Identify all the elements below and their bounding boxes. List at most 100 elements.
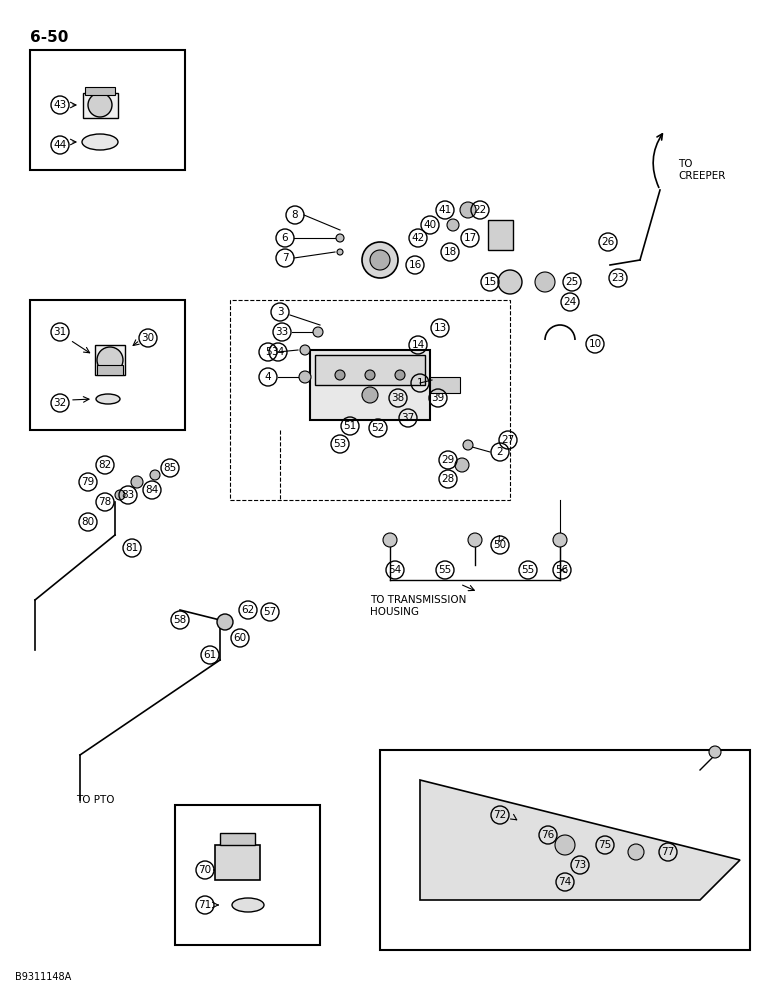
Bar (175, 805, 320, 945)
Circle shape (300, 345, 310, 355)
Text: 50: 50 (493, 540, 506, 550)
Bar (230, 300, 510, 500)
Circle shape (313, 327, 323, 337)
Text: 75: 75 (598, 840, 611, 850)
Text: 82: 82 (98, 460, 112, 470)
Text: 84: 84 (145, 485, 158, 495)
Text: 17: 17 (463, 233, 476, 243)
Circle shape (131, 476, 143, 488)
Text: 55: 55 (438, 565, 452, 575)
Text: 71: 71 (198, 900, 212, 910)
Text: 80: 80 (81, 517, 94, 527)
Text: 54: 54 (388, 565, 401, 575)
Circle shape (337, 249, 343, 255)
Text: 38: 38 (391, 393, 405, 403)
Text: 6-50: 6-50 (30, 30, 69, 45)
Text: 53: 53 (334, 439, 347, 449)
Bar (430, 377, 460, 393)
Text: 40: 40 (423, 220, 436, 230)
Text: 3: 3 (276, 307, 283, 317)
Bar (85, 87, 115, 95)
Text: 85: 85 (164, 463, 177, 473)
Circle shape (115, 490, 125, 500)
Circle shape (370, 250, 390, 270)
Text: 28: 28 (442, 474, 455, 484)
Circle shape (628, 844, 644, 860)
Text: 44: 44 (53, 140, 66, 150)
Bar (220, 833, 255, 845)
Circle shape (383, 533, 397, 547)
Ellipse shape (82, 134, 118, 150)
Text: 34: 34 (272, 347, 285, 357)
Text: 2: 2 (496, 447, 503, 457)
Text: 72: 72 (493, 810, 506, 820)
Text: TO PTO: TO PTO (76, 795, 114, 805)
Text: 24: 24 (564, 297, 577, 307)
Text: 22: 22 (473, 205, 486, 215)
Circle shape (395, 370, 405, 380)
Circle shape (555, 835, 575, 855)
Text: 51: 51 (344, 421, 357, 431)
Text: 6: 6 (282, 233, 288, 243)
Text: 81: 81 (125, 543, 139, 553)
Text: 74: 74 (558, 877, 571, 887)
Circle shape (468, 533, 482, 547)
Text: 10: 10 (588, 339, 601, 349)
Text: 56: 56 (555, 565, 569, 575)
Circle shape (455, 458, 469, 472)
Text: 18: 18 (443, 247, 456, 257)
Text: 77: 77 (662, 847, 675, 857)
Ellipse shape (96, 394, 120, 404)
Text: 58: 58 (174, 615, 187, 625)
Text: 5: 5 (265, 347, 271, 357)
Circle shape (362, 242, 398, 278)
Text: 27: 27 (501, 435, 515, 445)
Text: 31: 31 (53, 327, 66, 337)
Circle shape (97, 347, 123, 373)
Text: 70: 70 (198, 865, 212, 875)
Text: 25: 25 (565, 277, 579, 287)
Circle shape (335, 370, 345, 380)
Text: B9311148A: B9311148A (15, 972, 71, 982)
Text: 13: 13 (433, 323, 447, 333)
Circle shape (447, 219, 459, 231)
Circle shape (498, 270, 522, 294)
Text: 57: 57 (263, 607, 276, 617)
Text: 52: 52 (371, 423, 384, 433)
Bar (83, 93, 117, 117)
Text: 4: 4 (265, 372, 271, 382)
Bar (30, 300, 185, 430)
Text: 78: 78 (98, 497, 112, 507)
Circle shape (709, 746, 721, 758)
Text: 73: 73 (574, 860, 587, 870)
Text: 29: 29 (442, 455, 455, 465)
Text: 55: 55 (521, 565, 535, 575)
Circle shape (150, 470, 160, 480)
Text: 42: 42 (411, 233, 425, 243)
Text: 83: 83 (121, 490, 134, 500)
Text: 14: 14 (411, 340, 425, 350)
Bar (97, 365, 123, 375)
Text: TO
CREEPER: TO CREEPER (678, 159, 726, 181)
Text: 30: 30 (141, 333, 154, 343)
Bar (310, 350, 430, 420)
Ellipse shape (232, 898, 264, 912)
Circle shape (463, 440, 473, 450)
Bar (215, 845, 260, 880)
Text: 7: 7 (282, 253, 288, 263)
Text: 8: 8 (292, 210, 298, 220)
Bar (30, 50, 185, 170)
Circle shape (535, 272, 555, 292)
Circle shape (88, 93, 112, 117)
Bar (380, 750, 750, 950)
Text: 39: 39 (432, 393, 445, 403)
Circle shape (460, 202, 476, 218)
Bar (315, 355, 425, 385)
Text: 79: 79 (81, 477, 95, 487)
Circle shape (365, 370, 375, 380)
Text: 43: 43 (53, 100, 66, 110)
Circle shape (362, 387, 378, 403)
Polygon shape (420, 780, 740, 900)
Text: 32: 32 (53, 398, 66, 408)
Bar (95, 345, 125, 375)
